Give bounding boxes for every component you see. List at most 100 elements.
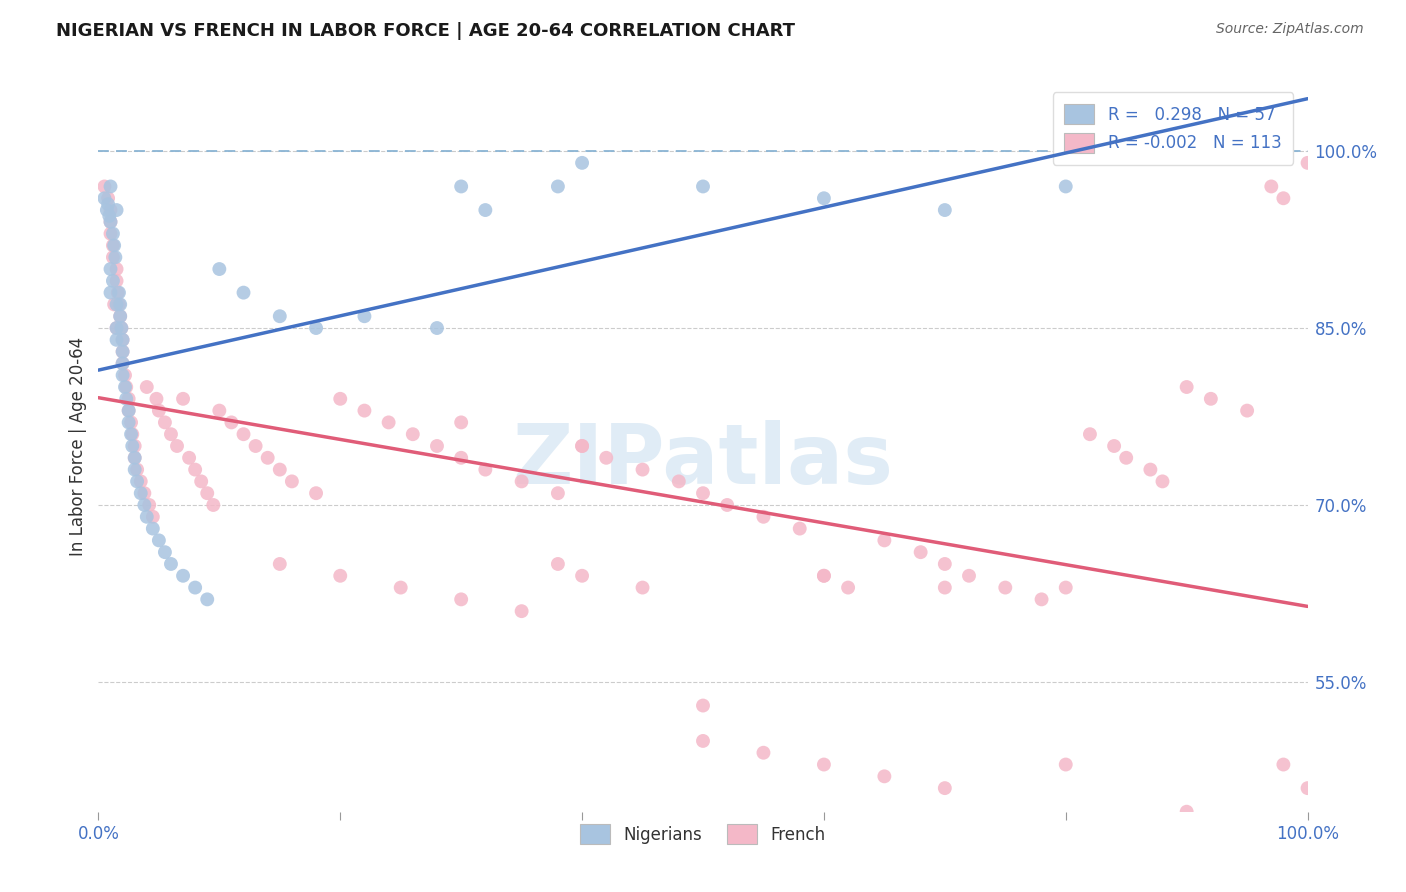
Point bbox=[153, 416, 176, 430]
Point bbox=[118, 403, 141, 417]
Point bbox=[631, 462, 654, 476]
Point bbox=[153, 545, 176, 559]
Point bbox=[450, 179, 472, 194]
Point bbox=[98, 209, 121, 223]
Point bbox=[105, 333, 128, 347]
Point bbox=[813, 568, 835, 582]
Point bbox=[121, 439, 143, 453]
Point bbox=[547, 486, 569, 500]
Point bbox=[813, 191, 835, 205]
Point bbox=[148, 533, 170, 548]
Point bbox=[172, 392, 194, 406]
Point bbox=[184, 462, 207, 476]
Point bbox=[115, 380, 138, 394]
Text: Source: ZipAtlas.com: Source: ZipAtlas.com bbox=[1216, 22, 1364, 37]
Point bbox=[127, 462, 149, 476]
Point bbox=[1272, 757, 1295, 772]
Point bbox=[474, 202, 496, 217]
Point bbox=[752, 746, 775, 760]
Point bbox=[101, 238, 124, 252]
Point bbox=[232, 427, 254, 442]
Point bbox=[281, 475, 304, 489]
Point bbox=[111, 356, 134, 370]
Point bbox=[377, 416, 399, 430]
Point bbox=[111, 344, 134, 359]
Point bbox=[103, 297, 125, 311]
Point bbox=[1236, 828, 1258, 842]
Point bbox=[873, 533, 896, 548]
Point bbox=[118, 392, 141, 406]
Point bbox=[1152, 475, 1174, 489]
Point bbox=[269, 462, 291, 476]
Point bbox=[110, 321, 132, 335]
Point bbox=[957, 568, 980, 582]
Point bbox=[100, 285, 122, 300]
Point bbox=[1031, 592, 1053, 607]
Point bbox=[120, 416, 142, 430]
Point bbox=[148, 403, 170, 417]
Point bbox=[510, 604, 533, 618]
Point bbox=[105, 297, 128, 311]
Point bbox=[134, 486, 156, 500]
Point bbox=[547, 557, 569, 571]
Point bbox=[1054, 581, 1077, 595]
Point bbox=[245, 439, 267, 453]
Point bbox=[105, 202, 128, 217]
Point bbox=[97, 197, 120, 211]
Point bbox=[107, 285, 129, 300]
Point bbox=[105, 262, 128, 277]
Point bbox=[1115, 450, 1137, 465]
Point bbox=[195, 592, 218, 607]
Point bbox=[789, 522, 811, 536]
Point bbox=[1139, 462, 1161, 476]
Point bbox=[934, 581, 956, 595]
Point bbox=[692, 698, 714, 713]
Point bbox=[934, 557, 956, 571]
Point bbox=[910, 545, 932, 559]
Point bbox=[108, 310, 131, 324]
Point bbox=[692, 734, 714, 748]
Point bbox=[124, 450, 146, 465]
Point bbox=[101, 274, 124, 288]
Point bbox=[190, 475, 212, 489]
Text: ZIPatlas: ZIPatlas bbox=[513, 420, 893, 501]
Point bbox=[115, 392, 138, 406]
Point bbox=[93, 191, 115, 205]
Point bbox=[100, 215, 122, 229]
Point bbox=[160, 557, 183, 571]
Point bbox=[353, 310, 375, 324]
Point bbox=[179, 450, 201, 465]
Point bbox=[129, 475, 152, 489]
Point bbox=[97, 191, 120, 205]
Point bbox=[100, 215, 122, 229]
Text: NIGERIAN VS FRENCH IN LABOR FORCE | AGE 20-64 CORRELATION CHART: NIGERIAN VS FRENCH IN LABOR FORCE | AGE … bbox=[56, 22, 796, 40]
Point bbox=[1175, 805, 1198, 819]
Point bbox=[120, 427, 142, 442]
Point bbox=[121, 427, 143, 442]
Point bbox=[353, 403, 375, 417]
Point bbox=[104, 250, 127, 264]
Point bbox=[135, 380, 157, 394]
Point bbox=[426, 321, 449, 335]
Point bbox=[142, 509, 165, 524]
Point bbox=[111, 333, 134, 347]
Point bbox=[100, 179, 122, 194]
Y-axis label: In Labor Force | Age 20-64: In Labor Force | Age 20-64 bbox=[69, 336, 87, 556]
Point bbox=[668, 475, 690, 489]
Point bbox=[145, 392, 167, 406]
Point bbox=[118, 416, 141, 430]
Point bbox=[105, 321, 128, 335]
Point bbox=[450, 416, 472, 430]
Point bbox=[450, 592, 472, 607]
Point bbox=[402, 427, 425, 442]
Point bbox=[96, 202, 118, 217]
Point bbox=[114, 380, 136, 394]
Point bbox=[127, 475, 149, 489]
Point bbox=[571, 568, 593, 582]
Point bbox=[184, 581, 207, 595]
Point bbox=[571, 439, 593, 453]
Point bbox=[1272, 191, 1295, 205]
Point bbox=[692, 486, 714, 500]
Point bbox=[142, 522, 165, 536]
Point bbox=[111, 368, 134, 383]
